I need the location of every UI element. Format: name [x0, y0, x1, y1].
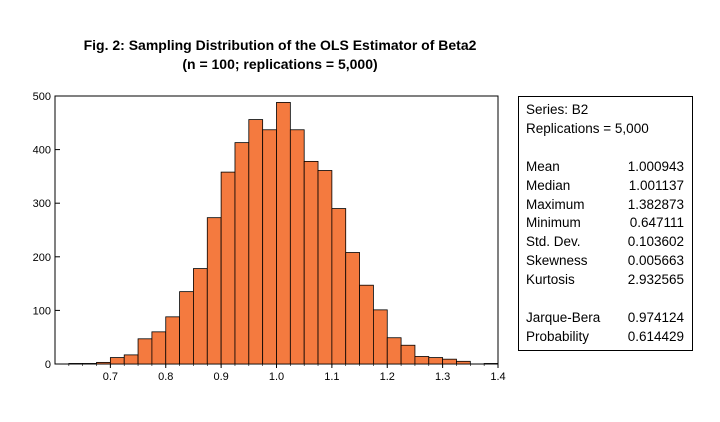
stat-label: Minimum — [526, 215, 581, 231]
stat-value: 0.614429 — [627, 328, 684, 344]
chart-subtitle: (n = 100; replications = 5,000) — [182, 56, 378, 72]
stats-table: Mean 1.000943 Median 1.001137 Maximum 1.382… — [526, 158, 692, 290]
stats-row-maximum: Maximum 1.382873 — [526, 196, 692, 215]
x-tick-label: 1.1 — [324, 371, 339, 383]
histogram-bar — [234, 142, 250, 365]
histogram-bar — [414, 356, 430, 365]
x-tick-label: 1.2 — [380, 371, 395, 383]
stats-spacer — [526, 290, 692, 309]
y-tick-label: 0 — [45, 359, 51, 371]
stat-value: 0.005663 — [627, 253, 684, 269]
stat-value: 1.001137 — [628, 177, 684, 193]
stat-label: Skewness — [526, 253, 588, 269]
stats-row-jarque-bera: Jarque-Bera 0.974124 — [526, 309, 692, 328]
y-tick-label: 500 — [33, 91, 51, 103]
stats-row-probability: Probability 0.614429 — [526, 328, 692, 347]
x-tick-label: 0.7 — [103, 371, 118, 383]
x-tick-label: 1.3 — [435, 371, 450, 383]
stat-value: 0.974124 — [627, 309, 684, 325]
stats-row-median: Median 1.001137 — [526, 177, 692, 196]
histogram-bar — [68, 363, 84, 365]
stat-value: 0.103602 — [627, 234, 684, 250]
histogram-bar — [289, 129, 305, 365]
stats-row-stddev: Std. Dev. 0.103602 — [526, 233, 692, 252]
histogram-bar — [137, 338, 153, 365]
histogram-bar — [248, 119, 264, 365]
stat-label: Maximum — [526, 196, 585, 212]
stat-value: 2.932565 — [627, 272, 684, 288]
x-tick-label: 1.0 — [269, 371, 284, 383]
stats-row-kurtosis: Kurtosis 2.932565 — [526, 271, 692, 290]
stat-value: 0.647111 — [629, 215, 684, 231]
histogram-bar — [193, 268, 208, 365]
histogram-bar — [400, 344, 416, 365]
histogram-bar — [428, 357, 444, 365]
histogram-bar — [331, 208, 347, 365]
histogram-bar — [109, 357, 125, 365]
y-tick-label: 100 — [33, 305, 51, 317]
histogram-bar — [165, 316, 180, 365]
chart-title: Fig. 2: Sampling Distribution of the OLS… — [83, 37, 477, 53]
histogram-bar — [262, 129, 277, 365]
stats-row-minimum: Minimum 0.647111 — [526, 214, 692, 233]
histogram-bar — [345, 252, 360, 365]
histogram-bar — [317, 170, 333, 365]
y-tick-label: 400 — [33, 145, 51, 157]
histogram-bar — [456, 360, 471, 365]
histogram-bar — [123, 354, 139, 365]
histogram-bar — [483, 363, 499, 365]
histogram-bar — [206, 217, 222, 365]
histogram-bar — [442, 358, 457, 365]
stat-value: 1.382873 — [627, 196, 684, 212]
histogram-bar — [96, 361, 111, 365]
histogram-bar — [373, 309, 388, 365]
stat-label: Std. Dev. — [526, 234, 581, 250]
y-tick-label: 200 — [33, 252, 51, 264]
statistics-panel: Series: B2 Replications = 5,000 Mean 1.00… — [518, 96, 693, 351]
stats-row-skewness: Skewness 0.005663 — [526, 252, 692, 271]
histogram-bar — [303, 160, 319, 365]
histogram-bar — [386, 337, 402, 365]
stat-value: 1.000943 — [627, 158, 684, 174]
stats-tests: Jarque-Bera 0.974124 Probability 0.614429 — [526, 309, 692, 347]
histogram-bar — [359, 284, 374, 365]
x-tick-label: 0.8 — [158, 371, 173, 383]
histogram-bar — [276, 102, 291, 365]
stats-spacer — [526, 139, 692, 158]
histogram-bar — [179, 291, 194, 365]
histogram-bar — [220, 171, 236, 365]
stat-label: Kurtosis — [526, 272, 575, 288]
x-tick-label: 1.4 — [490, 371, 505, 383]
histogram-bar — [82, 363, 97, 365]
stats-series-label: Series: B2 — [526, 102, 589, 117]
stat-label: Median — [526, 177, 571, 193]
stats-replications-label: Replications = 5,000 — [526, 120, 649, 136]
histogram-bar — [151, 331, 167, 365]
stat-label: Mean — [526, 158, 560, 174]
y-tick-label: 300 — [33, 198, 51, 210]
stat-label: Jarque-Bera — [526, 309, 601, 325]
stats-row-mean: Mean 1.000943 — [526, 158, 692, 177]
stat-label: Probability — [526, 328, 590, 344]
x-tick-label: 0.9 — [213, 371, 228, 383]
